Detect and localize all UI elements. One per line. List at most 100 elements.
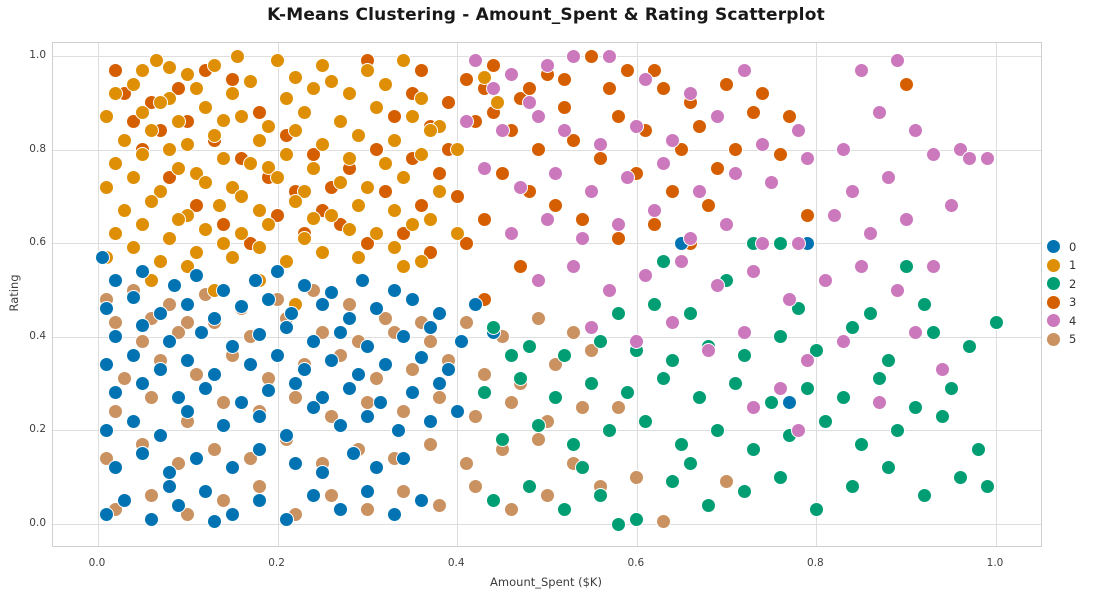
y-tick-label: 0.4 xyxy=(29,329,46,342)
scatter-point-cluster-0 xyxy=(306,399,322,415)
scatter-point-cluster-2 xyxy=(710,422,726,438)
scatter-point-cluster-3 xyxy=(494,165,510,181)
scatter-point-cluster-4 xyxy=(710,277,726,293)
scatter-point-cluster-1 xyxy=(144,273,160,289)
scatter-point-cluster-0 xyxy=(252,408,268,424)
scatter-point-cluster-1 xyxy=(449,142,465,158)
scatter-point-cluster-2 xyxy=(557,502,573,518)
scatter-point-cluster-0 xyxy=(270,263,286,279)
scatter-point-cluster-1 xyxy=(350,128,366,144)
scatter-point-cluster-0 xyxy=(413,350,429,366)
scatter-point-cluster-2 xyxy=(862,305,878,321)
scatter-point-cluster-3 xyxy=(584,48,600,64)
scatter-point-cluster-2 xyxy=(925,324,941,340)
scatter-point-cluster-5 xyxy=(503,394,519,410)
scatter-point-cluster-1 xyxy=(431,184,447,200)
scatter-point-cluster-1 xyxy=(386,240,402,256)
scatter-point-cluster-5 xyxy=(189,366,205,382)
scatter-point-cluster-5 xyxy=(135,333,151,349)
scatter-point-cluster-2 xyxy=(476,385,492,401)
scatter-point-cluster-1 xyxy=(207,128,223,144)
scatter-point-cluster-5 xyxy=(566,324,582,340)
scatter-point-cluster-4 xyxy=(584,184,600,200)
scatter-point-cluster-3 xyxy=(772,146,788,162)
scatter-point-cluster-4 xyxy=(458,114,474,130)
scatter-point-cluster-0 xyxy=(126,413,142,429)
scatter-point-cluster-0 xyxy=(373,394,389,410)
scatter-point-cluster-5 xyxy=(656,514,672,530)
scatter-point-cluster-1 xyxy=(144,123,160,139)
scatter-point-cluster-1 xyxy=(341,85,357,101)
scatter-point-cluster-1 xyxy=(288,69,304,85)
scatter-point-cluster-5 xyxy=(108,315,124,331)
scatter-point-cluster-0 xyxy=(431,376,447,392)
scatter-point-cluster-1 xyxy=(252,202,268,218)
scatter-point-cluster-1 xyxy=(162,231,178,247)
scatter-point-cluster-4 xyxy=(961,151,977,167)
scatter-point-cluster-0 xyxy=(261,291,277,307)
scatter-point-cluster-0 xyxy=(252,326,268,342)
scatter-point-cluster-4 xyxy=(907,123,923,139)
scatter-point-cluster-1 xyxy=(135,104,151,120)
scatter-point-cluster-0 xyxy=(225,507,241,523)
scatter-point-cluster-5 xyxy=(216,493,232,509)
scatter-point-cluster-4 xyxy=(853,62,869,78)
scatter-point-cluster-3 xyxy=(898,76,914,92)
scatter-point-cluster-5 xyxy=(341,296,357,312)
scatter-point-cluster-0 xyxy=(135,376,151,392)
scatter-point-cluster-1 xyxy=(180,137,196,153)
scatter-point-cluster-5 xyxy=(144,390,160,406)
scatter-point-cluster-1 xyxy=(216,235,232,251)
scatter-point-cluster-1 xyxy=(198,221,214,237)
scatter-point-cluster-1 xyxy=(323,207,339,223)
scatter-point-cluster-0 xyxy=(355,273,371,289)
scatter-point-cluster-1 xyxy=(359,62,375,78)
scatter-point-cluster-0 xyxy=(189,268,205,284)
scatter-point-cluster-5 xyxy=(458,315,474,331)
scatter-point-cluster-0 xyxy=(99,422,115,438)
scatter-point-cluster-2 xyxy=(584,376,600,392)
scatter-point-cluster-2 xyxy=(620,385,636,401)
scatter-point-cluster-2 xyxy=(880,460,896,476)
scatter-point-cluster-4 xyxy=(772,380,788,396)
y-gridline xyxy=(53,149,1041,151)
legend-entry: 5 xyxy=(1047,332,1077,347)
scatter-point-cluster-5 xyxy=(288,390,304,406)
scatter-point-cluster-4 xyxy=(889,53,905,69)
scatter-point-cluster-3 xyxy=(225,71,241,87)
scatter-point-cluster-2 xyxy=(772,235,788,251)
scatter-point-cluster-4 xyxy=(683,85,699,101)
scatter-point-cluster-1 xyxy=(135,146,151,162)
scatter-point-cluster-3 xyxy=(701,198,717,214)
scatter-point-cluster-0 xyxy=(126,289,142,305)
scatter-point-cluster-2 xyxy=(683,455,699,471)
scatter-point-cluster-4 xyxy=(530,273,546,289)
scatter-point-cluster-4 xyxy=(494,123,510,139)
scatter-point-cluster-3 xyxy=(476,212,492,228)
x-gridline xyxy=(996,43,997,546)
scatter-point-cluster-4 xyxy=(701,343,717,359)
legend-label: 5 xyxy=(1069,332,1077,347)
scatter-point-cluster-0 xyxy=(454,333,470,349)
scatter-point-cluster-4 xyxy=(485,81,501,97)
scatter-point-cluster-3 xyxy=(557,99,573,115)
scatter-point-cluster-0 xyxy=(422,319,438,335)
scatter-point-cluster-5 xyxy=(144,488,160,504)
scatter-point-cluster-1 xyxy=(148,53,164,69)
scatter-point-cluster-2 xyxy=(817,413,833,429)
scatter-point-cluster-3 xyxy=(692,118,708,134)
scatter-point-cluster-1 xyxy=(108,226,124,242)
scatter-point-cluster-5 xyxy=(359,502,375,518)
scatter-point-cluster-4 xyxy=(539,57,555,73)
scatter-point-cluster-0 xyxy=(99,301,115,317)
scatter-point-cluster-5 xyxy=(108,404,124,420)
scatter-point-cluster-1 xyxy=(332,174,348,190)
scatter-point-cluster-4 xyxy=(844,184,860,200)
scatter-point-cluster-2 xyxy=(764,394,779,410)
scatter-point-cluster-1 xyxy=(332,114,348,130)
scatter-point-cluster-3 xyxy=(620,62,636,78)
scatter-point-cluster-1 xyxy=(108,85,124,101)
scatter-point-cluster-4 xyxy=(602,282,618,298)
scatter-point-cluster-1 xyxy=(162,60,178,76)
